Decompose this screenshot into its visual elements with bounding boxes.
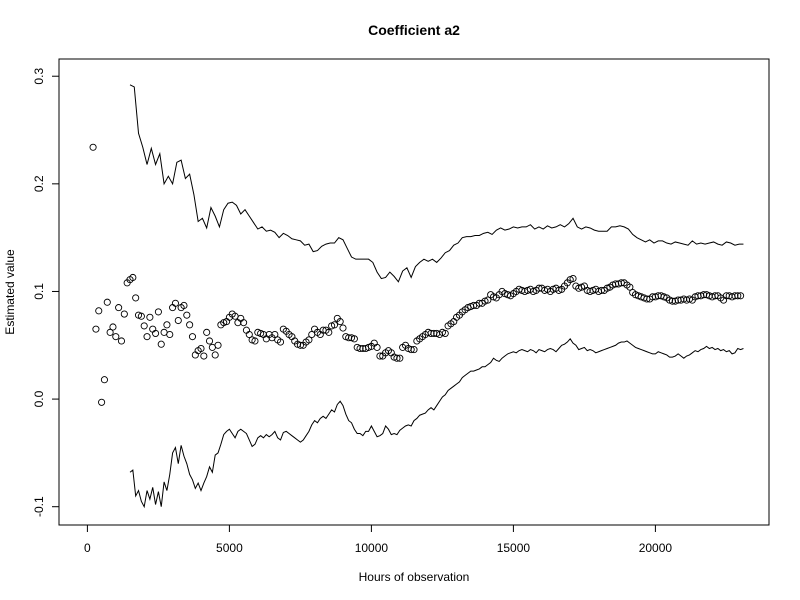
data-point (129, 273, 137, 282)
data-point (157, 340, 165, 348)
data-point (95, 307, 103, 315)
data-point (737, 292, 745, 300)
y-tick-label: 0.1 (32, 283, 46, 300)
data-point (169, 304, 177, 312)
y-tick-label: 0.2 (32, 175, 46, 192)
data-point (731, 292, 739, 300)
chart-title: Coefficient a2 (368, 22, 460, 38)
data-point (180, 301, 188, 310)
data-point (166, 330, 174, 339)
data-point (410, 346, 418, 354)
data-point (441, 329, 449, 337)
data-point (117, 337, 126, 345)
data-point (376, 352, 384, 360)
y-axis-label: Estimated value (3, 249, 17, 335)
plot-frame (58, 58, 770, 526)
data-point (186, 321, 194, 329)
x-tick-label: 20000 (639, 541, 673, 555)
data-point (296, 341, 304, 349)
data-point (330, 321, 339, 329)
data-point (188, 333, 197, 341)
x-tick-label: 15000 (497, 541, 531, 555)
data-point (339, 324, 347, 332)
data-point (569, 274, 577, 283)
data-point (171, 299, 179, 307)
data-point (350, 335, 358, 343)
data-point (103, 298, 111, 306)
y-tick-label: -0.1 (32, 496, 46, 517)
x-tick-label: 10000 (355, 541, 389, 555)
data-point (143, 333, 151, 341)
data-point (200, 352, 208, 360)
data-point (137, 312, 145, 320)
data-point (305, 336, 313, 344)
data-point (163, 321, 171, 329)
data-point (242, 326, 250, 334)
lower-band-line (129, 337, 744, 509)
data-point (276, 338, 285, 346)
data-point (393, 354, 401, 362)
y-tick-label: 0.0 (32, 390, 46, 407)
data-point (183, 311, 191, 319)
data-point (132, 294, 140, 302)
data-point (734, 292, 742, 300)
data-point (154, 308, 162, 316)
data-point (191, 351, 199, 359)
data-point (100, 376, 108, 384)
upper-band-line (129, 84, 744, 283)
data-point (120, 310, 128, 318)
data-point (92, 325, 100, 333)
data-point (240, 319, 248, 327)
x-tick-label: 0 (84, 541, 91, 555)
data-point (626, 283, 634, 291)
data-point (211, 351, 219, 359)
data-point (325, 328, 333, 336)
data-point (98, 398, 106, 406)
data-point (262, 335, 270, 343)
data-point (427, 329, 435, 337)
data-point (174, 316, 182, 325)
data-point (115, 304, 123, 312)
y-tick-label: 0.3 (32, 68, 46, 85)
data-point (152, 329, 160, 337)
data-point (356, 344, 364, 353)
data-point (89, 143, 97, 151)
data-point (214, 341, 222, 349)
data-point (271, 330, 279, 339)
x-tick-label: 5000 (216, 541, 243, 555)
data-point (106, 328, 114, 336)
data-point (205, 337, 214, 345)
data-point (407, 346, 415, 354)
x-axis: 0 5000 10000 15000 20000 (84, 524, 673, 555)
data-point (484, 296, 492, 304)
data-point (336, 318, 344, 326)
data-point (197, 344, 205, 353)
data-point (251, 337, 259, 345)
data-point (245, 330, 253, 339)
data-point (109, 323, 117, 331)
data-point (140, 322, 148, 330)
data-point (396, 354, 404, 362)
estimate-points (89, 143, 745, 406)
x-axis-label: Hours of observation (359, 570, 470, 584)
lower-confidence-band (129, 337, 744, 509)
data-point (203, 328, 211, 336)
upper-confidence-band (129, 84, 744, 283)
data-point (146, 313, 154, 321)
y-axis: -0.1 0.0 0.1 0.2 0.3 (32, 68, 60, 517)
data-point (373, 343, 381, 351)
data-point (112, 333, 120, 341)
